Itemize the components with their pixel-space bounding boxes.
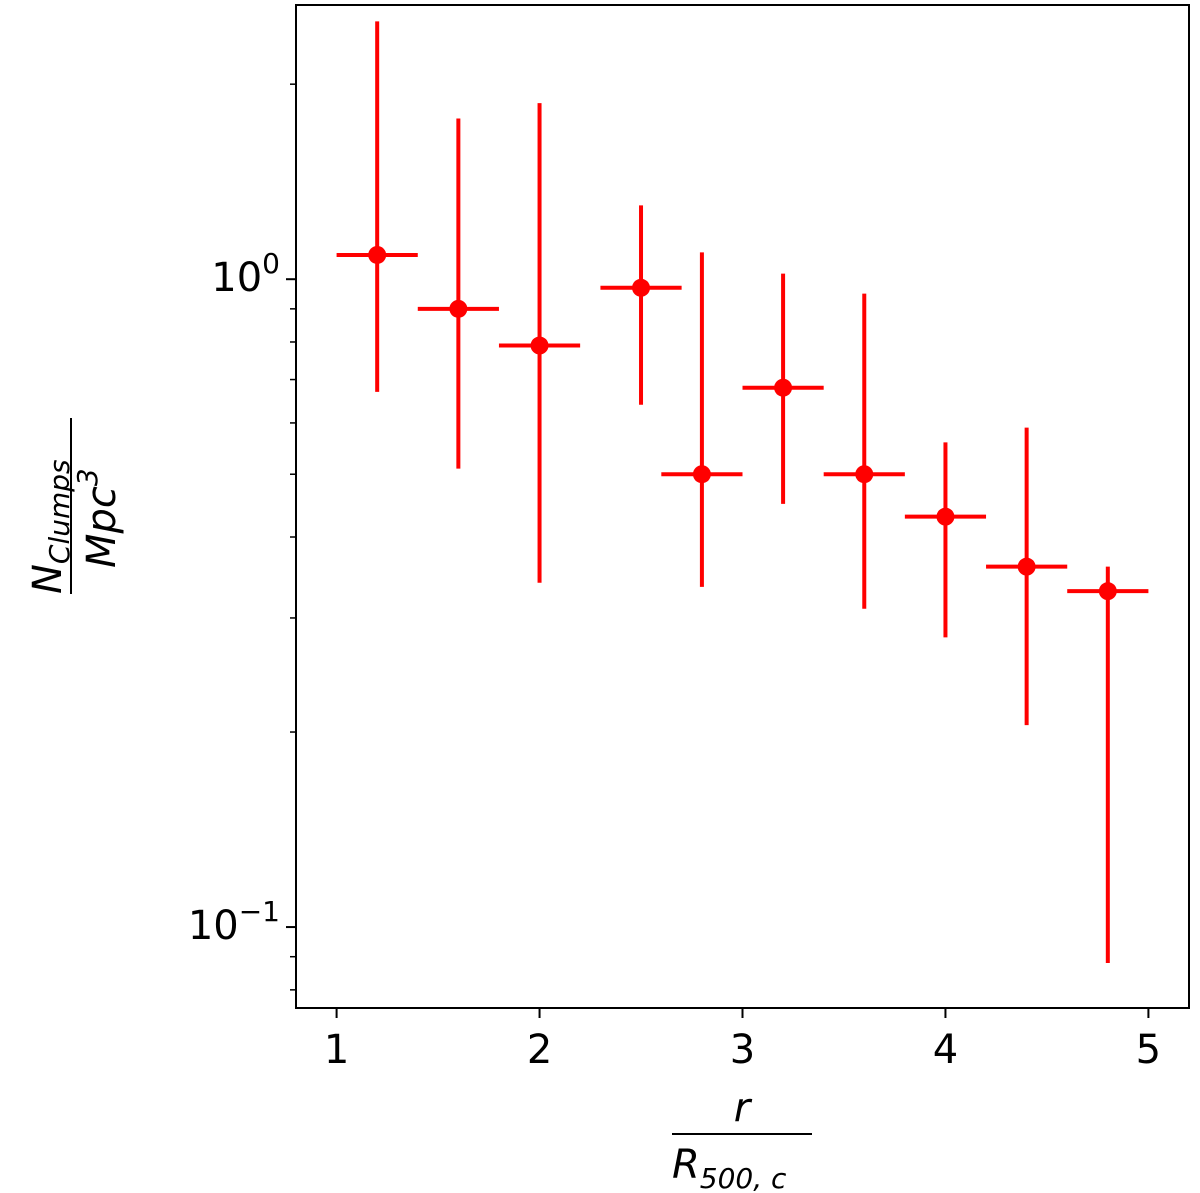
data-point — [1017, 557, 1036, 576]
x-tick-label: 4 — [933, 1027, 958, 1073]
data-point-group — [742, 273, 824, 504]
y-tick-label: 10−1 — [188, 895, 280, 949]
x-tick-label: 5 — [1136, 1027, 1161, 1073]
y-tick-label-exponent: −1 — [239, 895, 280, 928]
data-point-group — [904, 442, 987, 638]
data-point-group — [417, 118, 499, 469]
svg-text:Mpc3: Mpc3 — [71, 468, 125, 568]
data-point — [855, 465, 874, 484]
data-point — [936, 507, 955, 526]
data-point-group — [823, 293, 905, 609]
svg-text:NClumps: NClumps — [25, 459, 76, 594]
y-tick-label: 100 — [211, 247, 280, 301]
x-axis: 1 2 3 4 5 — [324, 1008, 1161, 1073]
plot-frame — [295, 4, 1190, 1009]
data-point — [449, 299, 468, 318]
y-label-numerator: N — [25, 564, 71, 594]
y-tick-label-exponent: 0 — [262, 247, 280, 280]
x-tick-label: 2 — [527, 1027, 552, 1073]
data-point-group — [498, 103, 581, 583]
x-label-denominator: R — [672, 1142, 700, 1188]
y-label-denominator: Mpc — [79, 486, 125, 568]
svg-text:R500, c: R500, c — [672, 1142, 787, 1193]
x-label-denominator-sub: 500, c — [700, 1162, 787, 1193]
data-point-group — [600, 205, 682, 405]
plot-layer — [336, 21, 1149, 964]
data-point — [774, 378, 793, 397]
x-tick-label: 3 — [730, 1027, 755, 1073]
y-tick-label-base: 10 — [211, 255, 262, 301]
data-point-group — [661, 252, 743, 587]
y-tick-label-base: 10 — [188, 903, 239, 949]
data-point — [692, 465, 711, 484]
data-point-group — [1067, 566, 1149, 964]
x-tick-label: 1 — [324, 1027, 349, 1073]
y-label-denominator-sup: 3 — [71, 468, 104, 486]
data-point — [368, 245, 387, 264]
data-point-group — [336, 21, 418, 392]
x-axis-label: r R500, c — [672, 1085, 812, 1193]
data-point — [530, 336, 549, 355]
y-axis-label: NClumps Mpc3 — [25, 418, 125, 594]
data-point-group — [986, 427, 1068, 726]
data-point — [632, 278, 651, 297]
data-point — [1098, 582, 1117, 601]
x-label-numerator: r — [734, 1085, 753, 1131]
